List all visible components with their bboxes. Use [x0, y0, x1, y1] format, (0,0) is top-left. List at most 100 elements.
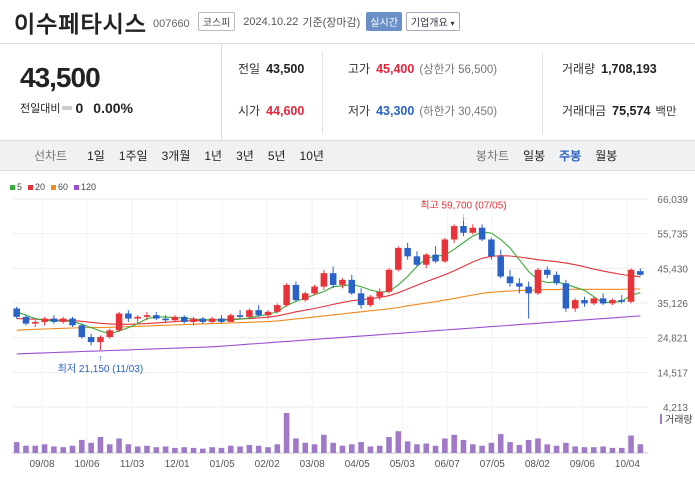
volume-bar	[144, 445, 150, 453]
volume-bar	[302, 442, 309, 453]
candle-body	[69, 318, 76, 326]
candle-body	[301, 293, 309, 301]
volume-bar	[321, 434, 327, 453]
stat-high: 고가 45,400 (상한가 56,500)	[348, 60, 497, 77]
candle-weekly[interactable]: 주봉	[559, 149, 582, 163]
y-tick-label: 24,821	[657, 334, 688, 345]
volume-bar	[628, 435, 634, 453]
volume-bar	[479, 445, 485, 453]
stat-label: 거래량	[562, 62, 596, 76]
price-change: 전일대비 0 0.00%	[20, 100, 221, 116]
volume-bar	[591, 447, 597, 453]
candle-body	[274, 305, 281, 312]
stat-low: 저가 43,300 (하한가 30,450)	[348, 102, 497, 119]
period-1d[interactable]: 1일	[87, 149, 105, 163]
x-tick-label: 03/08	[300, 459, 325, 470]
stat-label: 거래대금	[562, 104, 607, 118]
volume-bar	[265, 447, 271, 453]
min-annotation: 최저 21,150 (11/03)	[58, 363, 144, 375]
current-price: 43,500	[20, 62, 101, 93]
candle-body	[59, 318, 67, 322]
stat-open: 시가 44,600	[238, 102, 304, 119]
volume-bar	[535, 438, 541, 453]
realtime-button[interactable]: 실시간	[366, 12, 402, 31]
volume-bar	[386, 437, 392, 453]
stat-label: 고가	[348, 62, 371, 76]
series-line-ma120	[16, 315, 641, 355]
chart-svg: 66,039 55,735 45,430 35,126 24,821 14,517 4,21…	[12, 195, 693, 470]
volume-bar	[32, 445, 39, 453]
volume-bar	[23, 445, 29, 453]
candle-body	[50, 318, 58, 322]
volume-bar	[97, 437, 104, 453]
candle-body	[208, 318, 216, 322]
market-badge: 코스피	[197, 12, 236, 31]
amount-unit: 백만	[655, 106, 677, 118]
candle-body	[590, 298, 598, 304]
stock-name: 이수페타시스	[14, 10, 147, 37]
volume-bar	[544, 444, 551, 453]
volume-bar	[442, 438, 448, 453]
volume-bar	[348, 444, 355, 453]
candle-body	[553, 274, 560, 284]
legend-swatch	[74, 185, 80, 190]
candle-body	[41, 318, 48, 322]
legend-item-ma20[interactable]: 20	[28, 182, 45, 192]
volume-bar	[618, 447, 625, 453]
candle-body	[497, 256, 504, 277]
candle-daily[interactable]: 일봉	[523, 149, 546, 163]
candle-body	[115, 313, 123, 331]
volume-bar	[451, 434, 457, 453]
down-arrow-icon: ↓	[461, 211, 466, 221]
period-1y[interactable]: 1년	[204, 149, 223, 163]
y-tick-label: 45,430	[657, 264, 688, 275]
period-3m[interactable]: 3개월	[161, 149, 191, 163]
candle-body	[180, 316, 188, 322]
volume-legend-swatch	[660, 414, 662, 424]
candle-body	[22, 316, 30, 324]
candle-body	[478, 227, 486, 240]
legend-label: 120	[81, 182, 97, 192]
period-10y[interactable]: 10년	[299, 149, 324, 163]
stat-amount: 거래대금 75,574 백만	[562, 102, 677, 119]
volume-bar	[395, 431, 402, 453]
company-info-dropdown[interactable]: 기업개요 ▾	[405, 12, 460, 31]
legend-swatch	[51, 185, 57, 190]
period-3y[interactable]: 3년	[236, 149, 254, 163]
volume-bar	[581, 447, 588, 453]
period-1w[interactable]: 1주일	[118, 149, 148, 163]
volume-bar	[414, 444, 420, 453]
x-tick-label: 12/01	[165, 459, 190, 470]
candle-body	[581, 300, 588, 304]
stats-grid: 전일 43,500 고가 45,400 (상한가 56,500) 거래량 1,7…	[222, 44, 695, 140]
candle-body	[32, 321, 39, 324]
candle-body	[87, 337, 95, 343]
candle-body	[162, 318, 169, 321]
candle-body	[264, 311, 272, 316]
candle-chart-label: 봉차트	[475, 149, 510, 163]
volume-bar	[423, 443, 430, 453]
candle-body	[190, 318, 197, 322]
candle-body	[516, 283, 523, 287]
volume-bar	[637, 444, 644, 453]
legend-item-ma5[interactable]: 5	[10, 182, 22, 192]
series-line-ma5	[16, 231, 641, 335]
x-tick-label: 01/05	[210, 459, 235, 470]
candle-body	[357, 293, 365, 306]
up-arrow-icon: ↑	[98, 353, 103, 363]
volume-bar	[460, 439, 467, 453]
period-toolbar: 선차트 1일 1주일 3개월 1년 3년 5년 10년 봉차트 일봉 주봉 월봉	[0, 140, 695, 171]
legend-item-ma120[interactable]: 120	[74, 182, 96, 192]
candle-body	[413, 256, 421, 265]
flat-icon	[62, 106, 73, 110]
quote-basis: 기준(장마감)	[302, 16, 361, 29]
y-tick-label: 55,735	[657, 230, 688, 241]
volume-bar	[237, 446, 243, 453]
candle-body	[525, 286, 532, 294]
volume-bar	[283, 413, 290, 453]
candle-monthly[interactable]: 월봉	[595, 149, 618, 163]
period-5y[interactable]: 5년	[267, 149, 286, 163]
candle-body	[283, 284, 290, 306]
legend-item-ma60[interactable]: 60	[51, 182, 68, 192]
candle-body	[609, 300, 616, 304]
